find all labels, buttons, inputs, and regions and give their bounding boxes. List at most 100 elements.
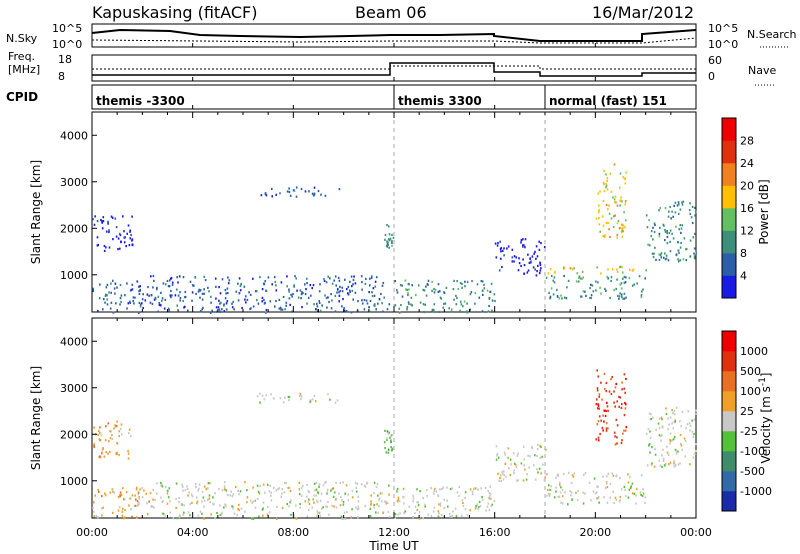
range-cell	[616, 204, 619, 207]
range-cell	[263, 283, 266, 286]
range-cell	[602, 224, 605, 227]
frequency-panel: Freq. [MHz] 18 8 60 0 Nave	[8, 50, 776, 86]
range-cell	[635, 502, 637, 505]
range-cell	[152, 488, 154, 491]
range-cell	[599, 432, 601, 436]
range-cell	[658, 459, 661, 462]
range-cell	[401, 295, 404, 298]
range-cell	[287, 395, 290, 399]
range-cell	[177, 294, 180, 297]
range-cell	[418, 517, 421, 520]
range-cell	[623, 211, 625, 214]
range-cell	[378, 298, 381, 301]
range-cell	[150, 275, 152, 278]
range-cell	[527, 269, 530, 272]
range-cell	[234, 486, 237, 489]
range-cell	[326, 492, 328, 495]
range-cell	[478, 506, 480, 509]
range-cell	[196, 496, 198, 499]
range-cell	[498, 479, 500, 482]
range-cell	[667, 453, 670, 456]
range-cell	[530, 445, 533, 449]
range-cell	[604, 235, 606, 238]
range-cell	[382, 511, 384, 514]
range-cell	[572, 475, 575, 478]
range-cell	[405, 288, 407, 291]
range-cell	[621, 265, 623, 269]
range-cell	[170, 296, 172, 299]
range-cell	[357, 500, 360, 503]
range-cell	[624, 407, 627, 410]
range-cell	[132, 296, 135, 299]
range-cell	[678, 203, 680, 206]
range-cell	[139, 303, 142, 306]
range-cell	[336, 291, 338, 294]
scatter-region	[383, 429, 394, 454]
range-cell	[316, 510, 319, 513]
beam-title: Beam 06	[355, 3, 427, 22]
range-cell	[146, 513, 149, 516]
range-cell	[92, 289, 95, 293]
range-cell	[375, 511, 377, 514]
range-cell	[213, 503, 215, 506]
range-cell	[201, 500, 203, 503]
range-cell	[113, 427, 115, 430]
range-cell	[600, 381, 602, 384]
range-cell	[616, 222, 619, 225]
range-cell	[101, 494, 103, 498]
range-cell	[225, 505, 227, 508]
range-cell	[640, 294, 643, 297]
range-cell	[244, 298, 246, 301]
range-cell	[379, 492, 382, 495]
range-cell	[603, 183, 605, 186]
range-cell	[650, 418, 653, 421]
range-cell	[130, 434, 132, 438]
range-cell	[522, 479, 525, 482]
range-cell	[464, 508, 467, 511]
range-cell	[119, 297, 122, 300]
range-cell	[273, 397, 275, 400]
range-cell	[352, 298, 354, 301]
range-cell	[131, 243, 134, 246]
range-cell	[237, 489, 240, 492]
velocity-colorbar-tick: 100	[740, 385, 761, 398]
range-cell	[651, 446, 653, 449]
range-cell	[176, 517, 178, 520]
range-cell	[488, 492, 491, 495]
range-cell	[581, 270, 584, 273]
range-cell	[394, 280, 396, 283]
range-cell	[203, 517, 205, 520]
range-cell	[624, 200, 627, 203]
range-cell	[625, 426, 628, 429]
range-cell	[131, 283, 134, 286]
range-cell	[606, 275, 609, 278]
range-cell	[470, 291, 473, 294]
range-cell	[105, 286, 108, 289]
range-cell	[120, 423, 123, 426]
range-cell	[616, 278, 618, 281]
range-cell	[239, 490, 242, 493]
ytick-label: 3000	[60, 176, 88, 189]
range-cell	[180, 503, 183, 506]
range-cell	[610, 217, 613, 220]
range-cell	[170, 276, 173, 280]
range-cell	[331, 504, 333, 508]
range-cell	[547, 488, 549, 491]
range-cell	[616, 236, 618, 239]
range-cell	[534, 250, 536, 253]
range-cell	[401, 284, 403, 287]
range-cell	[620, 287, 623, 290]
range-cell	[285, 301, 288, 304]
range-cell	[653, 252, 655, 255]
range-cell	[293, 284, 295, 287]
range-cell	[223, 303, 225, 306]
range-cell	[659, 207, 662, 210]
range-cell	[295, 195, 298, 198]
range-cell	[293, 514, 295, 517]
range-cell	[231, 306, 234, 309]
range-cell	[196, 502, 199, 505]
range-cell	[537, 264, 539, 267]
range-cell	[621, 235, 624, 238]
scatter-region	[150, 480, 391, 521]
range-cell	[336, 288, 339, 291]
